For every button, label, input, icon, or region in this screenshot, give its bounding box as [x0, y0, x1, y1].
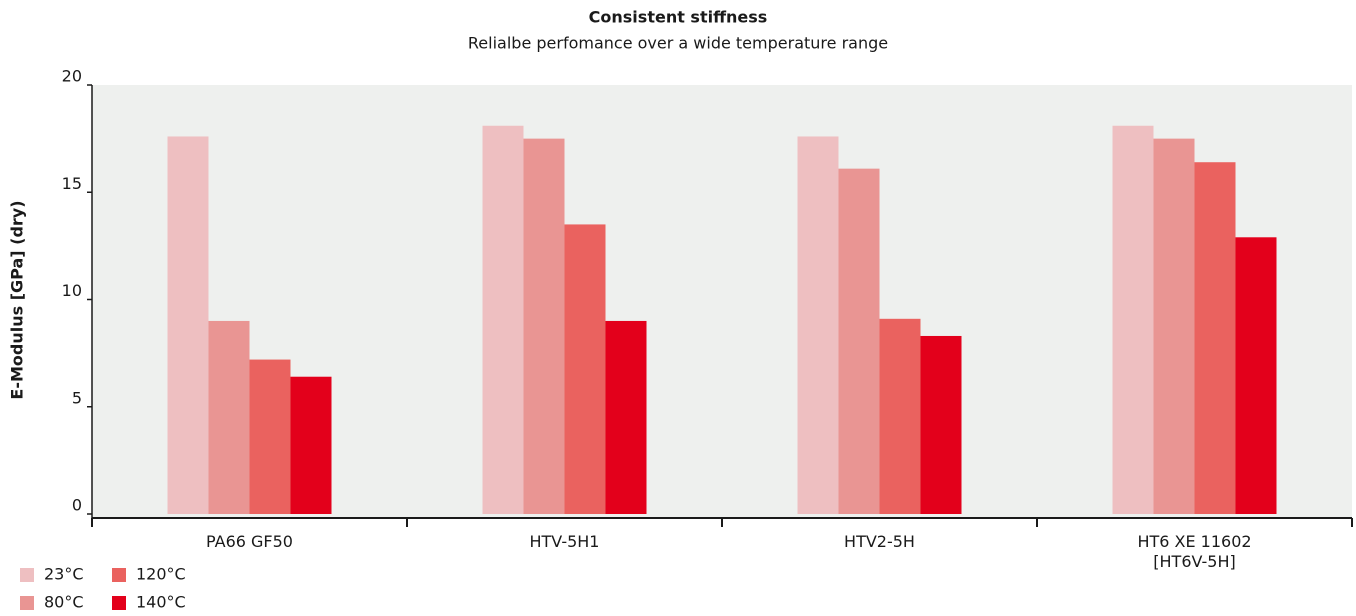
legend-swatch — [20, 596, 34, 610]
bar — [249, 359, 291, 514]
bar — [605, 320, 647, 514]
legend-label: 80°C — [44, 593, 84, 612]
y-tick-label: 20 — [62, 67, 82, 86]
legend-label: 140°C — [136, 593, 186, 612]
x-tick-label: HT6 XE 11602 [HT6V-5H] — [1137, 532, 1252, 571]
y-tick-label: 15 — [62, 174, 82, 193]
x-tick-label: PA66 GF50 — [206, 532, 293, 551]
legend-label: 120°C — [136, 565, 186, 584]
y-tick-label: 10 — [62, 281, 82, 300]
x-tick-label: HTV2-5H — [844, 532, 915, 551]
bar — [797, 136, 839, 515]
bar — [523, 138, 565, 514]
bar — [1194, 162, 1236, 514]
bar — [564, 224, 606, 515]
chart-subtitle: Relialbe perfomance over a wide temperat… — [468, 34, 888, 53]
chart-title: Consistent stiffness — [589, 8, 768, 27]
bar — [208, 320, 250, 514]
bar — [167, 136, 209, 515]
legend-label: 23°C — [44, 565, 84, 584]
legend-swatch — [20, 568, 34, 582]
y-axis-title: E-Modulus [GPa] (dry) — [8, 200, 27, 399]
legend-swatch — [112, 596, 126, 610]
bar — [482, 125, 524, 514]
bar — [838, 168, 880, 514]
bar — [1153, 138, 1195, 514]
bar — [1235, 237, 1277, 515]
x-tick-label: HTV-5H1 — [529, 532, 600, 551]
bar — [290, 376, 332, 514]
y-tick-label: 5 — [72, 388, 82, 407]
y-tick-label: 0 — [72, 496, 82, 515]
bar — [879, 318, 921, 514]
bar — [920, 335, 962, 514]
bar — [1112, 125, 1154, 514]
legend-swatch — [112, 568, 126, 582]
